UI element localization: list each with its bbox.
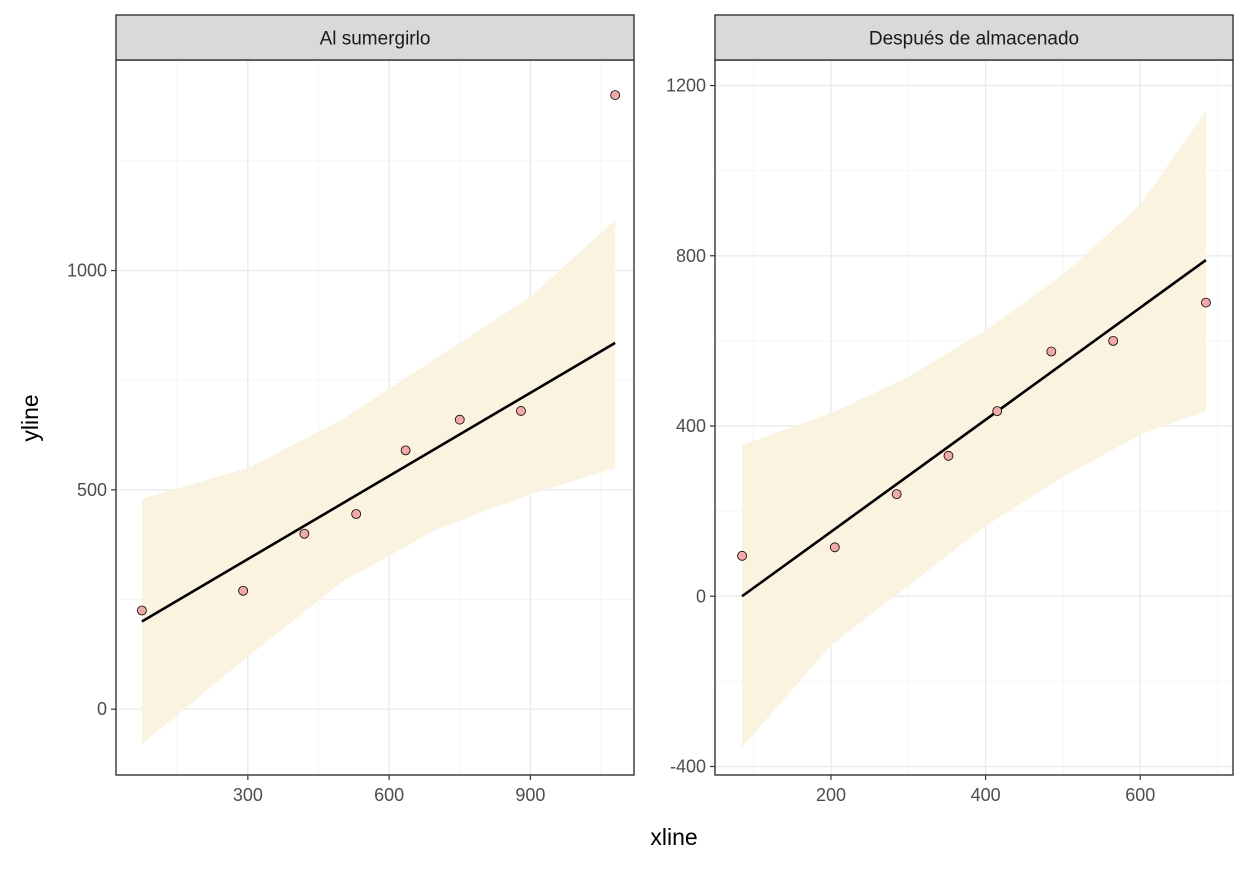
facet-strip	[714, 14, 1234, 61]
x-tick-label: 300	[233, 785, 263, 805]
data-point	[1046, 346, 1057, 357]
data-point	[1201, 297, 1211, 308]
data-point	[299, 528, 310, 539]
x-tick-label: 900	[515, 785, 545, 805]
y-tick-label: 800	[676, 246, 706, 266]
y-tick-label: -400	[670, 756, 706, 776]
panel-1: Al sumergirlo 300 600 900 0 500 1000	[67, 14, 635, 805]
data-point	[238, 585, 249, 596]
data-point	[516, 406, 526, 416]
data-point	[400, 445, 411, 456]
data-point	[610, 90, 621, 100]
data-point	[992, 406, 1003, 417]
y-tick-label: 1200	[666, 76, 706, 96]
y-tick-label: 0	[97, 699, 107, 719]
x-tick-label: 200	[816, 785, 846, 805]
x-tick-label: 600	[374, 785, 404, 805]
data-point	[829, 542, 840, 553]
y-tick-label: 0	[696, 586, 706, 606]
regression-line	[741, 258, 1207, 598]
y-axis-title: yline	[17, 394, 43, 441]
x-tick-label: 600	[1125, 785, 1155, 805]
facet-strip	[115, 14, 635, 61]
data-point	[891, 489, 902, 500]
data-point	[136, 605, 147, 616]
y-tick-label: 400	[676, 416, 706, 436]
y-tick-label: 500	[77, 480, 107, 500]
data-point	[351, 509, 362, 519]
data-point	[943, 450, 954, 461]
y-tick-label: 1000	[67, 261, 107, 281]
facet-strip-label: Después de almacenado	[869, 29, 1079, 50]
data-point	[454, 414, 465, 425]
data-point	[1108, 335, 1119, 346]
data-point	[737, 550, 747, 561]
facet-strip-label: Al sumergirlo	[320, 29, 431, 50]
panel-2: Después de almacenado 200 400 600 -400 0 400 80…	[666, 14, 1234, 805]
panels: Al sumergirlo 300 600 900 0 500 1000 Después de…	[67, 14, 1234, 805]
x-tick-label: 400	[971, 785, 1001, 805]
x-axis-title: xline	[650, 824, 697, 850]
regression-line	[141, 341, 616, 623]
